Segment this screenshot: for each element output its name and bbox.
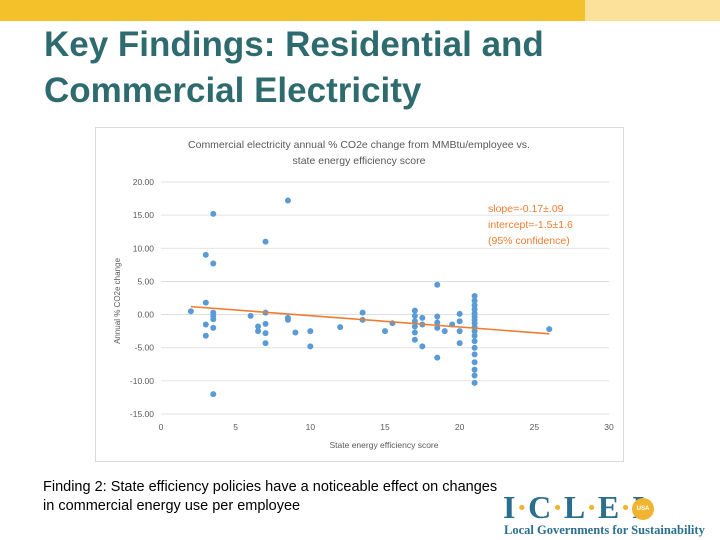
x-tick-label: 30	[604, 422, 614, 432]
data-point	[456, 328, 463, 335]
data-point	[210, 316, 217, 323]
data-point	[434, 354, 441, 361]
data-point	[292, 329, 299, 336]
usa-badge: USA	[632, 498, 654, 520]
annotation-confidence: (95% confidence)	[488, 235, 570, 247]
data-point	[247, 312, 254, 319]
data-point	[359, 309, 366, 316]
top-accent-bar	[0, 0, 585, 21]
data-point	[337, 324, 344, 331]
chart-title-line-2: state energy efficiency score	[293, 155, 426, 167]
y-tick-labels: 20.00 15.00 10.00 5.00 0.00 -5.00 -10.00 -15.00	[130, 177, 154, 419]
data-point	[471, 379, 478, 386]
data-point	[471, 351, 478, 358]
logo-letter-e: E	[597, 489, 621, 525]
data-point	[255, 323, 262, 330]
y-tick-label: -15.00	[130, 409, 154, 419]
y-tick-label: 5.00	[137, 276, 154, 286]
chart-svg: Commercial electricity annual % CO2e cha…	[113, 139, 614, 450]
annotation-slope: slope=-0.17±.09	[488, 203, 564, 215]
data-point	[411, 312, 418, 319]
x-tick-label: 15	[380, 422, 390, 432]
data-point	[210, 324, 217, 331]
data-point	[471, 372, 478, 379]
y-tick-label: -10.00	[130, 376, 154, 386]
data-point	[471, 338, 478, 345]
data-point	[307, 328, 314, 335]
data-point	[411, 307, 418, 314]
data-point	[419, 314, 426, 321]
data-point	[210, 260, 217, 267]
slide-title: Key Findings: Residential and Commercial…	[44, 25, 544, 110]
data-point	[284, 197, 291, 204]
data-point	[411, 336, 418, 343]
data-point	[382, 328, 388, 335]
y-tick-label: 15.00	[133, 210, 155, 220]
data-point	[471, 366, 478, 373]
data-point	[262, 238, 269, 245]
data-point	[546, 326, 553, 333]
data-point	[434, 313, 441, 320]
annotation-intercept: intercept=-1.5±1.6	[488, 219, 573, 231]
data-point	[284, 316, 291, 323]
data-point	[262, 340, 269, 347]
y-axis-label: Annual % CO2e change	[113, 258, 122, 344]
data-point	[419, 343, 426, 350]
data-point	[456, 318, 463, 325]
data-point	[187, 308, 194, 315]
logo-letters: I·C·L·E·I	[503, 490, 645, 524]
data-point	[456, 340, 463, 347]
data-point	[471, 293, 478, 300]
data-point	[434, 281, 441, 288]
data-point	[202, 299, 209, 306]
data-point	[307, 343, 314, 350]
data-point	[471, 332, 478, 339]
data-point	[471, 297, 478, 304]
iclei-logo: I·C·L·E·I USA Local Governments for Sust…	[500, 490, 715, 538]
data-point	[262, 330, 269, 337]
data-point	[471, 359, 478, 366]
x-tick-label: 5	[233, 422, 238, 432]
data-point	[202, 251, 209, 258]
y-tick-label: -5.00	[135, 343, 155, 353]
data-point	[441, 328, 448, 335]
y-tick-label: 10.00	[133, 243, 155, 253]
data-point	[434, 324, 441, 331]
data-points	[187, 197, 553, 398]
y-tick-label: 0.00	[137, 310, 154, 320]
data-point	[210, 210, 217, 217]
scatter-chart: Commercial electricity annual % CO2e cha…	[95, 127, 624, 462]
data-point	[262, 320, 269, 327]
logo-letter-c: C	[528, 489, 553, 525]
data-point	[202, 321, 209, 328]
data-point	[434, 319, 441, 326]
x-tick-label: 20	[455, 422, 465, 432]
logo-tagline: Local Governments for Sustainability	[504, 523, 705, 537]
logo-letter-l: L	[563, 489, 587, 525]
x-tick-label: 25	[530, 422, 540, 432]
data-point	[202, 332, 209, 339]
data-point	[471, 328, 478, 335]
x-axis-label: State energy efficiency score	[330, 440, 439, 450]
slide-caption: Finding 2: State efficiency policies hav…	[43, 479, 498, 514]
x-tick-label: 10	[306, 422, 316, 432]
data-point	[210, 391, 217, 398]
data-point	[255, 328, 262, 335]
data-point	[411, 329, 418, 336]
x-tick-labels: 0 5 10 15 20 25 30	[159, 422, 614, 432]
chart-title-line-1: Commercial electricity annual % CO2e cha…	[188, 139, 530, 151]
data-point	[411, 323, 418, 330]
grid-lines	[161, 181, 609, 415]
data-point	[471, 344, 478, 351]
trendline	[190, 305, 550, 335]
y-tick-label: 20.00	[133, 177, 155, 187]
data-point	[456, 310, 463, 317]
x-tick-label: 0	[159, 422, 164, 432]
top-accent-bar-light	[585, 0, 720, 21]
logo-letter-i: I	[503, 489, 517, 525]
